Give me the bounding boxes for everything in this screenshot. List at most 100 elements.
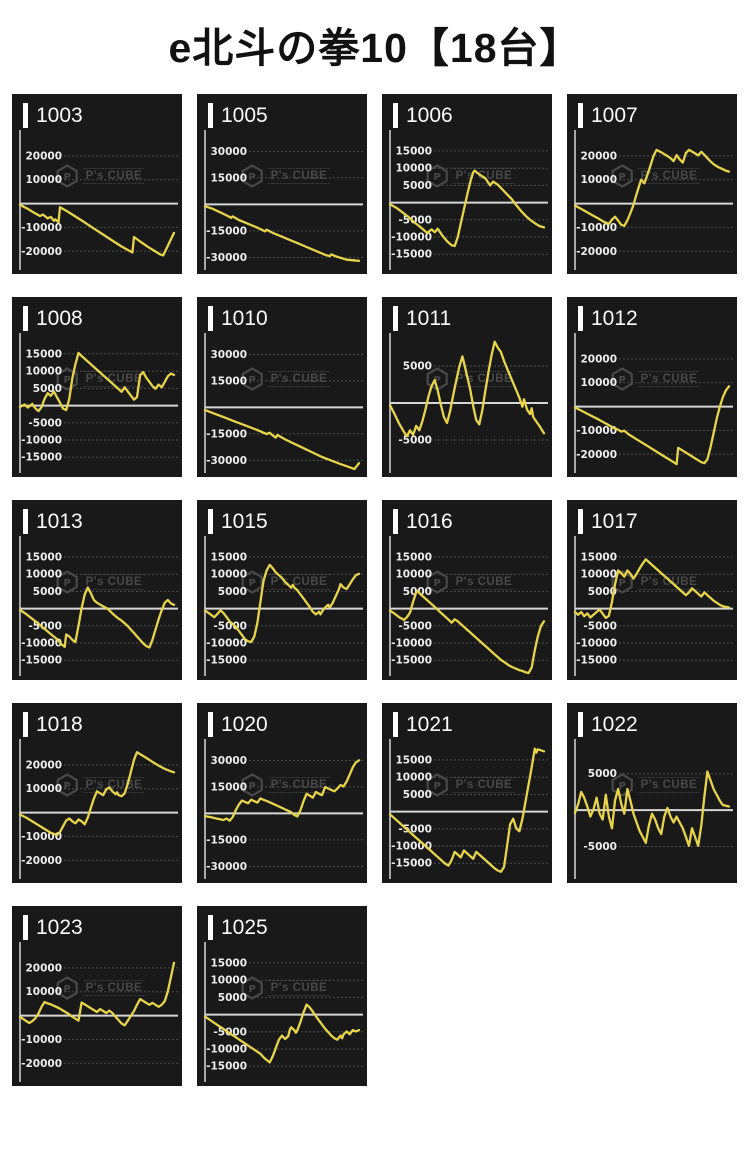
header-bar-icon (23, 915, 28, 940)
watermark-brand: P's CUBE (268, 777, 330, 794)
machine-number: 1021 (406, 713, 453, 736)
svg-text:15000: 15000 (395, 551, 432, 563)
machine-number: 1020 (221, 713, 268, 736)
svg-text:-30000: -30000 (206, 252, 247, 264)
watermark-brand: P's CUBE (83, 980, 145, 997)
panel-header: 1003 (12, 94, 182, 128)
machine-number: 1013 (36, 510, 83, 533)
chart-area: P P's CUBE 20000 10000 -10000 -20000 (12, 735, 182, 883)
watermark: P P's CUBE (611, 570, 700, 595)
svg-text:10000: 10000 (580, 569, 617, 581)
svg-text:15000: 15000 (395, 754, 432, 766)
machine-panel: 1016 P P's CUBE 15000 10000 5000 -5000 -1000… (382, 500, 552, 680)
svg-text:P: P (434, 375, 441, 386)
svg-text:5000: 5000 (218, 992, 247, 1004)
svg-text:-10000: -10000 (21, 831, 62, 843)
panel-header: 1020 (197, 703, 367, 737)
machine-panel: 1011 P P's CUBE 5000 -5000 (382, 297, 552, 477)
machine-number: 1016 (406, 510, 453, 533)
ps-cube-logo-icon: P (241, 976, 264, 1001)
machine-panel: 1023 P P's CUBE 20000 10000 -10000 -20000 (12, 906, 182, 1086)
svg-text:-15000: -15000 (206, 1061, 247, 1073)
svg-text:-5000: -5000 (398, 435, 432, 447)
watermark-brand: P's CUBE (83, 574, 145, 591)
chart-area: P P's CUBE 15000 10000 5000 -5000 -10000 -150… (567, 532, 737, 680)
svg-text:P: P (64, 172, 71, 183)
header-bar-icon (208, 306, 213, 331)
svg-text:-10000: -10000 (576, 425, 617, 437)
header-bar-icon (208, 509, 213, 534)
svg-text:-20000: -20000 (21, 855, 62, 867)
svg-text:5000: 5000 (588, 768, 617, 780)
header-bar-icon (208, 712, 213, 737)
watermark: P P's CUBE (56, 367, 145, 392)
machine-panel: 1018 P P's CUBE 20000 10000 -10000 -20000 (12, 703, 182, 883)
chart-area: P P's CUBE 20000 10000 -10000 -20000 (12, 126, 182, 274)
machine-number: 1010 (221, 307, 268, 330)
header-bar-icon (578, 306, 583, 331)
svg-text:P: P (64, 984, 71, 995)
panel-header: 1023 (12, 906, 182, 940)
svg-text:5000: 5000 (33, 586, 62, 598)
svg-text:20000: 20000 (580, 150, 617, 162)
machine-panel: 1020 P P's CUBE 30000 15000 -15000 -30000 (197, 703, 367, 883)
svg-text:10000: 10000 (395, 163, 432, 175)
panel-grid: 1003 P P's CUBE 20000 10000 -10000 -20000 1… (0, 94, 750, 1086)
machine-number: 1007 (591, 104, 638, 127)
chart-area: P P's CUBE 15000 10000 5000 -5000 -10000 -150… (382, 532, 552, 680)
svg-text:15000: 15000 (210, 172, 247, 184)
watermark-brand: P's CUBE (638, 371, 700, 388)
svg-text:-10000: -10000 (576, 638, 617, 650)
watermark: P P's CUBE (611, 367, 700, 392)
svg-text:-15000: -15000 (391, 858, 432, 870)
svg-text:P: P (619, 781, 626, 792)
line-chart-svg: 30000 15000 -15000 -30000 (203, 130, 363, 270)
svg-text:-15000: -15000 (391, 249, 432, 261)
watermark-brand: P's CUBE (638, 574, 700, 591)
svg-text:P: P (434, 781, 441, 792)
panel-header: 1013 (12, 500, 182, 534)
ps-cube-logo-icon: P (241, 570, 264, 595)
machine-panel: 1022 P P's CUBE 5000 -5000 (567, 703, 737, 883)
svg-text:10000: 10000 (25, 366, 62, 378)
header-bar-icon (23, 509, 28, 534)
watermark: P P's CUBE (241, 164, 330, 189)
svg-text:10000: 10000 (25, 569, 62, 581)
machine-number: 1018 (36, 713, 83, 736)
svg-text:-10000: -10000 (21, 435, 62, 447)
svg-text:-20000: -20000 (21, 246, 62, 258)
page-title: e北斗の拳10【18台】 (168, 25, 582, 71)
machine-number: 1023 (36, 916, 83, 939)
ps-cube-logo-icon: P (241, 773, 264, 798)
line-chart-svg: 20000 10000 -10000 -20000 (18, 739, 178, 879)
machine-panel: 1025 P P's CUBE 15000 10000 5000 -5000 -1000… (197, 906, 367, 1086)
watermark: P P's CUBE (241, 976, 330, 1001)
line-chart-svg: 20000 10000 -10000 -20000 (18, 942, 178, 1082)
ps-cube-logo-icon: P (241, 367, 264, 392)
chart-area: P P's CUBE 5000 -5000 (567, 735, 737, 883)
svg-text:15000: 15000 (210, 375, 247, 387)
svg-text:P: P (249, 375, 256, 386)
svg-text:P: P (249, 781, 256, 792)
svg-text:-5000: -5000 (583, 620, 617, 632)
chart-area: P P's CUBE 20000 10000 -10000 -20000 (567, 329, 737, 477)
svg-text:-15000: -15000 (576, 655, 617, 667)
machine-panel: 1008 P P's CUBE 15000 10000 5000 -5000 -1000… (12, 297, 182, 477)
line-chart-svg: 5000 -5000 (388, 333, 548, 473)
svg-text:-15000: -15000 (391, 655, 432, 667)
line-chart-svg: 5000 -5000 (573, 739, 733, 879)
svg-text:30000: 30000 (210, 349, 247, 361)
watermark-brand: P's CUBE (453, 574, 515, 591)
svg-text:-15000: -15000 (206, 655, 247, 667)
machine-panel: 1013 P P's CUBE 15000 10000 5000 -5000 -1000… (12, 500, 182, 680)
watermark: P P's CUBE (241, 773, 330, 798)
chart-area: P P's CUBE 15000 10000 5000 -5000 -10000 -150… (12, 329, 182, 477)
svg-text:-10000: -10000 (206, 638, 247, 650)
svg-text:20000: 20000 (580, 353, 617, 365)
header-bar-icon (393, 509, 398, 534)
svg-text:15000: 15000 (210, 957, 247, 969)
